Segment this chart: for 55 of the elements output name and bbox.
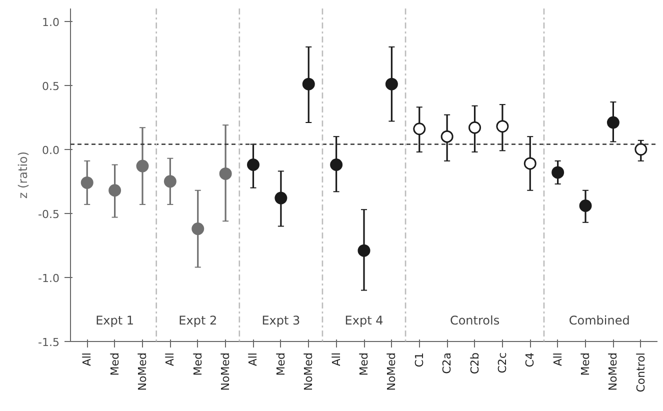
point [192, 222, 204, 236]
point [164, 175, 176, 188]
y-tick-label: -0.5 [38, 208, 60, 221]
point [468, 121, 482, 134]
x-tick-label: C1 [412, 352, 426, 368]
annotation: Expt 1 [96, 314, 134, 328]
annotation: Combined [568, 314, 630, 328]
point [274, 192, 288, 204]
x-tick-label: C4 [524, 352, 537, 368]
point [108, 184, 122, 197]
y-tick-label: -1.0 [38, 272, 60, 285]
x-tick-label: All [80, 352, 94, 366]
point [246, 158, 260, 171]
x-tick-label: Med [108, 352, 122, 376]
x-tick-label: NoMed [606, 352, 620, 391]
x-tick-label: All [246, 352, 260, 366]
x-tick-label: Med [579, 352, 592, 376]
point [80, 176, 94, 189]
point [579, 200, 592, 212]
x-tick-label: All [330, 352, 343, 366]
point [524, 157, 536, 170]
point [358, 244, 370, 257]
x-tick-label: All [164, 352, 177, 366]
point [496, 120, 509, 133]
point [302, 78, 315, 90]
annotation: Expt 2 [178, 314, 218, 328]
annotation: Controls [450, 314, 500, 328]
point [413, 122, 426, 136]
annotation: Expt 3 [262, 314, 300, 328]
point [330, 158, 343, 171]
point [385, 78, 398, 90]
y-axis-title: z (ratio) [16, 151, 30, 199]
x-tick-label: All [551, 352, 564, 366]
point [606, 116, 620, 129]
x-tick-label: NoMed [219, 352, 232, 391]
point [440, 130, 454, 143]
y-tick-label: 0.5 [42, 80, 60, 93]
x-tick-label: Med [358, 352, 370, 376]
x-tick-label: Med [274, 352, 288, 376]
x-tick-label: NoMed [302, 352, 316, 391]
x-tick-label: Control [634, 352, 648, 392]
point [136, 160, 149, 172]
x-tick-label: NoMed [136, 352, 149, 391]
x-tick-label: Med [191, 352, 204, 376]
x-tick-label: C2c [496, 352, 509, 374]
point [219, 167, 232, 180]
x-tick-label: C2a [440, 352, 454, 374]
y-tick-label: -1.5 [38, 336, 60, 349]
x-tick-label: NoMed [385, 352, 398, 391]
x-tick-label: C2b [468, 352, 482, 374]
point [552, 166, 564, 179]
y-tick-label: 0.0 [42, 144, 60, 157]
annotation: Expt 4 [344, 314, 384, 328]
point [634, 143, 648, 156]
y-tick-label: 1.0 [42, 16, 60, 29]
